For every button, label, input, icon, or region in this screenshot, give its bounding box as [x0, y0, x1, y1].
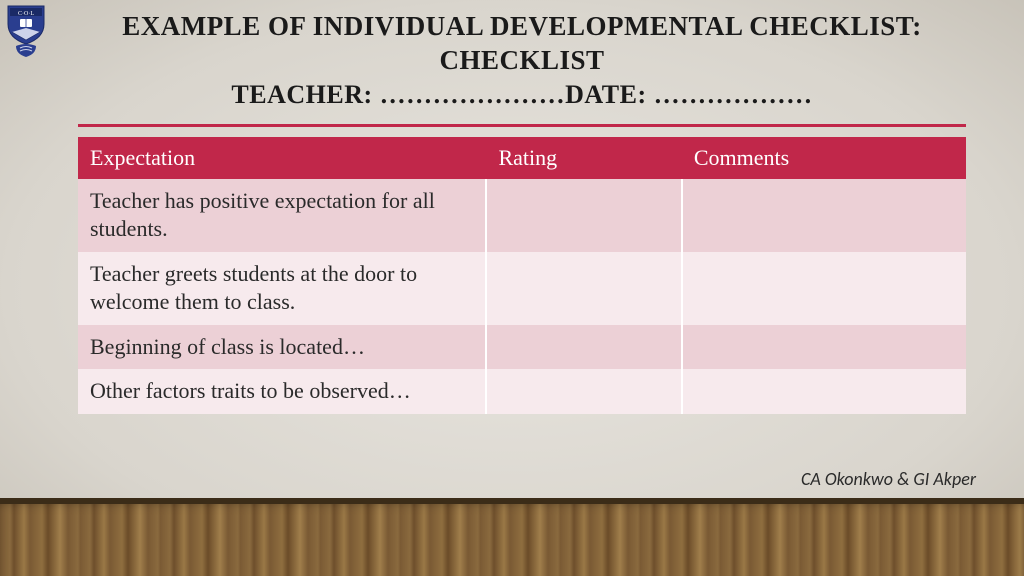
- cell-comments: [682, 252, 966, 325]
- floor-texture: [0, 498, 1024, 576]
- author-credit: CA Okonkwo & GI Akper: [801, 468, 976, 490]
- table-row: Teacher greets students at the door to w…: [78, 252, 966, 325]
- checklist-table: Expectation Rating Comments Teacher has …: [78, 137, 966, 415]
- cell-rating: [486, 369, 681, 414]
- table-row: Teacher has positive expectation for all…: [78, 179, 966, 252]
- title-line2: CHECKLIST: [439, 45, 604, 75]
- title-line1: EXAMPLE OF INDIVIDUAL DEVELOPMENTAL CHEC…: [122, 11, 922, 41]
- cell-comments: [682, 325, 966, 370]
- teacher-field: TEACHER: …………………: [231, 80, 565, 109]
- cell-expectation: Beginning of class is located…: [78, 325, 486, 370]
- form-fields-line: TEACHER: …………………DATE: ………………: [60, 80, 984, 110]
- cell-comments: [682, 179, 966, 252]
- slide-title: EXAMPLE OF INDIVIDUAL DEVELOPMENTAL CHEC…: [60, 10, 984, 78]
- cell-comments: [682, 369, 966, 414]
- divider-rule: [78, 124, 966, 127]
- col-header-rating: Rating: [486, 137, 681, 179]
- cell-expectation: Teacher greets students at the door to w…: [78, 252, 486, 325]
- checklist-table-wrap: Expectation Rating Comments Teacher has …: [78, 137, 966, 415]
- cell-expectation: Teacher has positive expectation for all…: [78, 179, 486, 252]
- cell-rating: [486, 325, 681, 370]
- cell-rating: [486, 252, 681, 325]
- table-header-row: Expectation Rating Comments: [78, 137, 966, 179]
- cell-rating: [486, 179, 681, 252]
- slide-content: EXAMPLE OF INDIVIDUAL DEVELOPMENTAL CHEC…: [0, 0, 1024, 414]
- col-header-comments: Comments: [682, 137, 966, 179]
- col-header-expectation: Expectation: [78, 137, 486, 179]
- date-field: DATE: ………………: [565, 80, 812, 109]
- table-row: Beginning of class is located…: [78, 325, 966, 370]
- table-row: Other factors traits to be observed…: [78, 369, 966, 414]
- cell-expectation: Other factors traits to be observed…: [78, 369, 486, 414]
